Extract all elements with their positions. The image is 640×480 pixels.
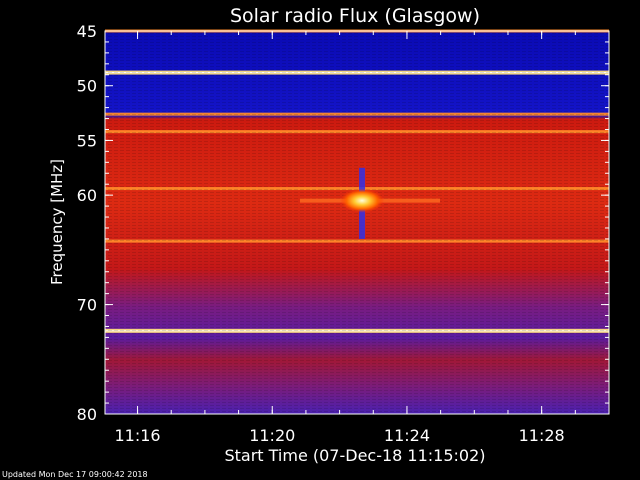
y-axis: 45 50 55 60 70 80 xyxy=(77,22,609,424)
chart-title: Solar radio Flux (Glasgow) xyxy=(230,5,480,27)
y-axis-label: Frequency [MHz] xyxy=(48,159,66,285)
x-axis: 11:16 11:20 11:24 11:28 xyxy=(114,31,610,445)
x-tick-label: 11:16 xyxy=(114,426,160,445)
y-tick-label: 45 xyxy=(77,22,97,41)
y-tick-label: 50 xyxy=(77,77,97,96)
updated-timestamp: Updated Mon Dec 17 09:00:42 2018 xyxy=(2,470,148,479)
y-tick-label: 80 xyxy=(77,405,97,424)
x-axis-label: Start Time (07-Dec-18 11:15:02) xyxy=(224,446,485,465)
burst-core xyxy=(340,188,385,213)
noise-texture xyxy=(105,31,609,414)
plot-frame xyxy=(104,30,610,415)
y-tick-label: 60 xyxy=(77,186,97,205)
y-tick-label: 55 xyxy=(77,131,97,150)
burst-feature xyxy=(300,167,440,239)
x-tick-label: 11:20 xyxy=(249,426,295,445)
x-tick-label: 11:24 xyxy=(384,426,430,445)
y-tick-label: 70 xyxy=(77,296,97,315)
x-tick-label: 11:28 xyxy=(519,426,565,445)
